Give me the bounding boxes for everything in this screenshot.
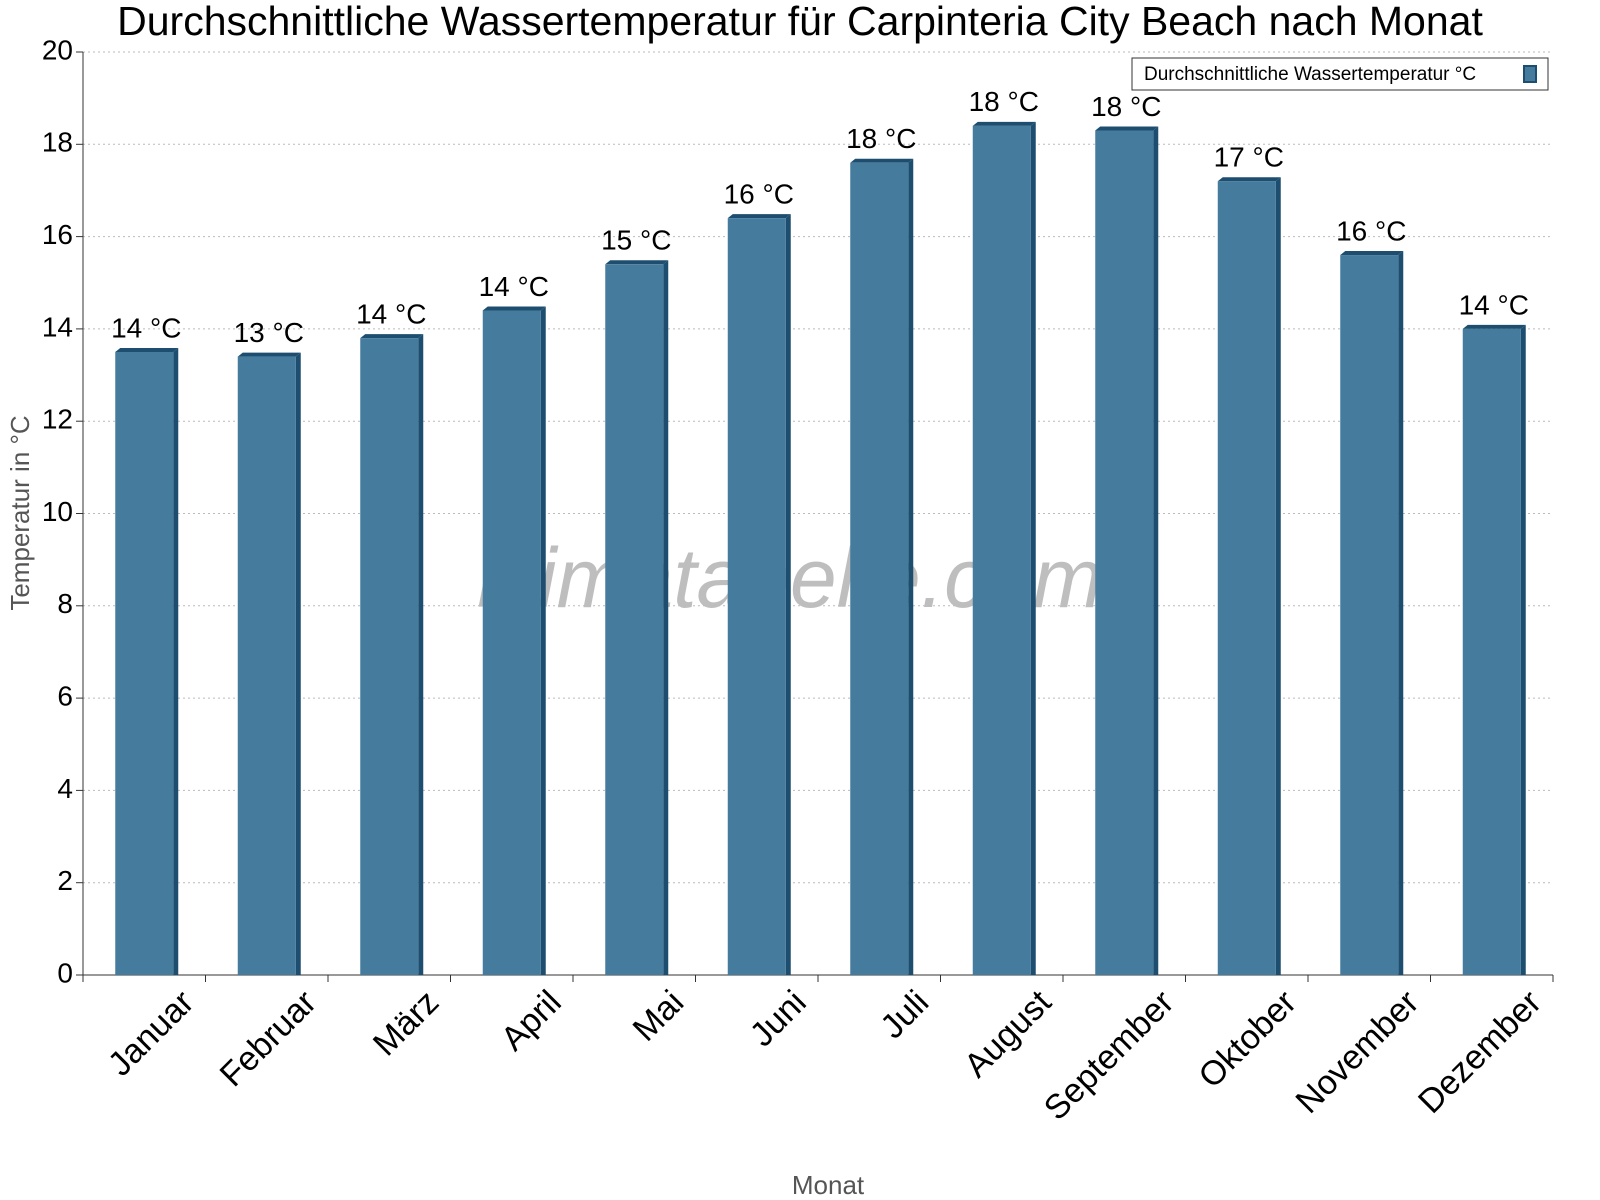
chart-title: Durchschnittliche Wassertemperatur für C…: [117, 0, 1483, 44]
bar-side: [1153, 126, 1159, 975]
data-label: 18 °C: [846, 123, 916, 154]
y-tick-label: 6: [57, 680, 73, 711]
y-tick-label: 12: [42, 404, 73, 435]
x-tick-label: März: [366, 983, 446, 1063]
data-label: 14 °C: [111, 312, 181, 343]
bar-side: [663, 260, 669, 975]
data-label: 14 °C: [479, 271, 549, 302]
data-label: 18 °C: [1091, 91, 1161, 122]
bar-top: [1462, 324, 1526, 329]
bar: [237, 356, 296, 976]
bar-side: [540, 306, 546, 975]
bar-side: [1275, 177, 1281, 976]
bar-top: [1217, 177, 1281, 182]
x-tick-label: Mai: [626, 983, 692, 1049]
bar-top: [482, 306, 546, 311]
x-tick-label: Juli: [873, 983, 936, 1046]
x-tick-label: Februar: [213, 983, 324, 1094]
legend-swatch: [1523, 65, 1537, 83]
y-tick-label: 20: [42, 34, 73, 65]
x-axis-label: Monat: [792, 1170, 865, 1200]
y-axis-label: Temperatur in °C: [5, 415, 35, 610]
x-tick-label: Dezember: [1411, 983, 1549, 1121]
y-tick-label: 10: [42, 496, 73, 527]
bar-top: [850, 158, 914, 163]
bar-side: [295, 352, 301, 976]
x-tick-label: November: [1288, 983, 1426, 1121]
x-tick-label: Oktober: [1191, 983, 1303, 1095]
bar-top: [360, 334, 424, 339]
bar-side: [785, 214, 791, 975]
bar-top: [1095, 126, 1159, 131]
bar: [360, 338, 419, 975]
data-label: 16 °C: [1336, 215, 1406, 246]
legend-box: [1131, 57, 1549, 91]
data-label: 14 °C: [356, 299, 426, 330]
bar-side: [908, 158, 914, 975]
bar: [1217, 181, 1276, 976]
bar: [727, 218, 786, 975]
data-label: 13 °C: [234, 317, 304, 348]
bar: [605, 264, 664, 975]
x-tick-label: Juni: [743, 983, 814, 1054]
bar: [1095, 130, 1154, 975]
y-tick-label: 18: [42, 127, 73, 158]
y-tick-label: 8: [57, 588, 73, 619]
bar: [850, 162, 909, 975]
y-tick-label: 14: [42, 311, 73, 342]
bar-side: [418, 334, 424, 975]
data-label: 15 °C: [601, 225, 671, 256]
bar-top: [972, 121, 1036, 126]
bar: [972, 125, 1031, 976]
bar: [482, 310, 541, 975]
data-label: 17 °C: [1214, 142, 1284, 173]
bar: [115, 351, 174, 976]
bar-side: [173, 347, 179, 976]
y-tick-label: 2: [57, 865, 73, 896]
data-label: 14 °C: [1459, 289, 1529, 320]
x-tick-label: August: [957, 983, 1059, 1085]
x-tick-label: September: [1037, 983, 1181, 1127]
bar-side: [1030, 121, 1036, 976]
x-tick-label: Januar: [101, 983, 201, 1083]
bar: [1340, 255, 1399, 975]
x-tick-label: April: [494, 983, 569, 1058]
bar-top: [605, 260, 669, 265]
bar-side: [1520, 324, 1526, 975]
bar-top: [727, 214, 791, 219]
bar-side: [1398, 251, 1404, 975]
data-label: 18 °C: [969, 86, 1039, 117]
legend-label: Durchschnittliche Wassertemperatur °C: [1144, 64, 1476, 85]
y-tick-label: 0: [57, 957, 73, 988]
y-tick-label: 16: [42, 219, 73, 250]
bar: [1462, 328, 1521, 975]
bar-top: [237, 352, 301, 357]
y-tick-label: 4: [57, 773, 73, 804]
bar-top: [1340, 251, 1404, 256]
data-label: 16 °C: [724, 179, 794, 210]
bar-top: [115, 347, 179, 352]
